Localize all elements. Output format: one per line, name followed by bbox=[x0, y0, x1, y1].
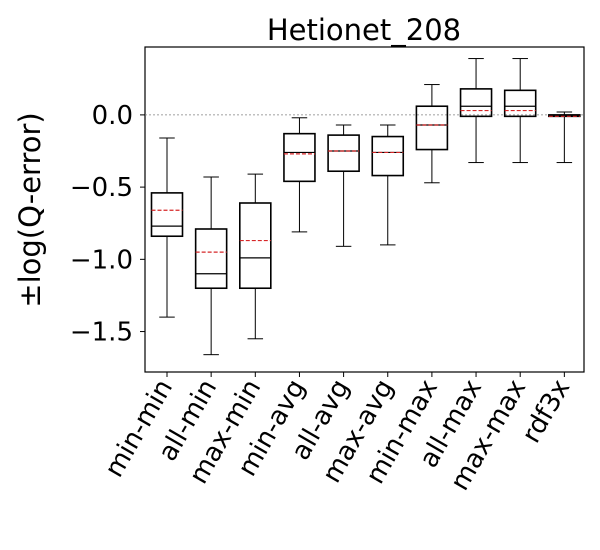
box-series bbox=[150, 58, 581, 356]
box-max-min bbox=[239, 173, 272, 340]
box-max-max bbox=[503, 58, 537, 164]
box-iqr bbox=[150, 192, 184, 238]
x-axis: min-minall-minmax-minmin-avgall-avgmax-a… bbox=[99, 372, 576, 496]
y-axis: 0.0 −0.5 −1.0 −1.5 bbox=[70, 101, 145, 348]
y-tick-label: 0.0 bbox=[92, 101, 133, 131]
y-tick-label: −1.5 bbox=[70, 318, 133, 348]
box-iqr bbox=[194, 228, 228, 290]
box-all-max bbox=[459, 58, 493, 164]
box-min-min bbox=[150, 137, 184, 318]
box-iqr bbox=[371, 135, 405, 177]
box-all-avg bbox=[327, 124, 360, 247]
y-tick-label: −1.0 bbox=[70, 245, 133, 275]
box-iqr bbox=[327, 134, 360, 173]
box-all-min bbox=[194, 176, 228, 356]
box-max-avg bbox=[371, 124, 405, 246]
y-tick-label: −0.5 bbox=[70, 173, 133, 203]
box-min-avg bbox=[283, 117, 316, 233]
box-iqr bbox=[459, 88, 493, 118]
box-rdf3x bbox=[548, 111, 581, 164]
box-iqr bbox=[283, 132, 316, 183]
plot-area-frame bbox=[144, 46, 585, 373]
box-iqr bbox=[415, 105, 449, 151]
box-iqr bbox=[503, 89, 537, 118]
y-axis-label: ±log(Q-error) bbox=[13, 112, 47, 307]
box-iqr bbox=[239, 202, 272, 290]
x-tick-label: rdf3x bbox=[517, 375, 577, 449]
box-min-max bbox=[415, 84, 449, 184]
chart-title: Hetionet_208 bbox=[267, 13, 461, 47]
